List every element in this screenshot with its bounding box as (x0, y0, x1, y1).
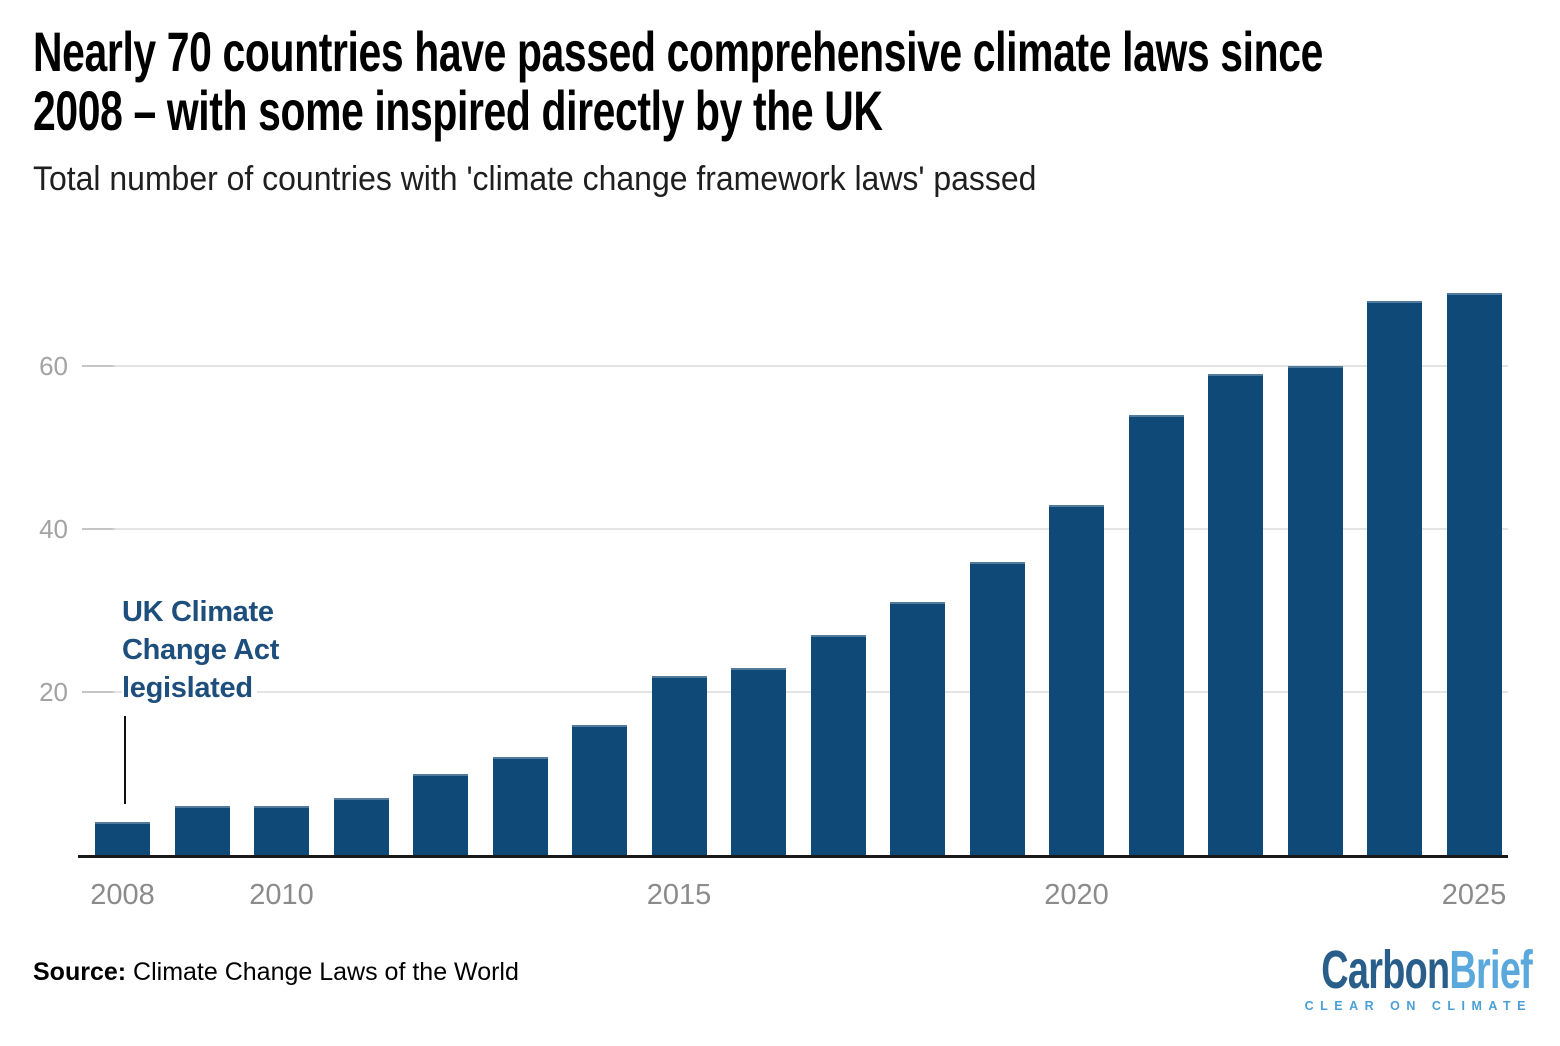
annotation-line: Change Act (122, 631, 284, 669)
chart-subtitle: Total number of countries with 'climate … (33, 160, 1037, 198)
xtick-label-2025: 2025 (1441, 879, 1507, 911)
bar-2025 (1446, 292, 1502, 855)
gridline-y60 (82, 365, 1508, 367)
plot-area: 20 40 60 2008 2010 2015 2020 2025 UK Climate Chan… (39, 285, 1508, 911)
source-line: Source: Climate Change Laws of the World (33, 958, 519, 987)
bar-2013 (492, 757, 548, 855)
title-line-2: 2008 – with some inspired directly by th… (33, 79, 883, 142)
title-line-1: Nearly 70 countries have passed comprehe… (33, 20, 1323, 83)
xtick-label-2020: 2020 (1044, 879, 1109, 911)
gridline-y40 (82, 528, 1508, 530)
bar-2010 (254, 806, 309, 855)
source-label: Source: (33, 958, 127, 986)
bar-2017 (810, 634, 866, 855)
page-title: Nearly 70 countries have passed comprehe… (33, 22, 1464, 140)
bar-2020 (1049, 504, 1104, 855)
ytick-label-60: 60 (39, 351, 68, 381)
ytick-label-40: 40 (39, 514, 68, 544)
bar-2023 (1287, 366, 1343, 855)
annotation-uk-climate-change-act: UK Climate Change Act legislated (122, 593, 284, 707)
bar-2009 (174, 806, 230, 855)
source-text: Climate Change Laws of the World (126, 958, 519, 986)
xtick-label-2015: 2015 (646, 879, 712, 911)
xtick-label-2010: 2010 (249, 879, 314, 911)
logo-tagline: CLEAR ON CLIMATE (1304, 999, 1532, 1013)
bar-2021 (1128, 414, 1184, 855)
logo-wordmark: CarbonBrief (1321, 942, 1532, 998)
bar-2015 (651, 675, 707, 855)
xtick-label-2008: 2008 (90, 879, 155, 911)
carbonbrief-logo: CarbonBrief CLEAR ON CLIMATE (1231, 942, 1533, 1013)
bar-2024 (1367, 300, 1422, 855)
bar-2019 (969, 561, 1025, 855)
logo-carbon: Carbon (1321, 940, 1450, 1000)
bar-2012 (413, 773, 468, 855)
annotation-leader-line (124, 716, 126, 804)
annotation-line: UK Climate (122, 593, 278, 631)
bar-2018 (890, 602, 945, 855)
bar-2011 (333, 797, 389, 855)
ytick-label-20: 20 (39, 677, 68, 707)
gridline-y20 (82, 691, 1508, 693)
bar-2014 (572, 724, 627, 855)
bar-2016 (731, 667, 786, 855)
bar-2022 (1208, 374, 1263, 855)
bar-2008 (95, 822, 150, 855)
logo-brief: Brief (1449, 940, 1532, 1000)
annotation-line: legislated (122, 669, 257, 707)
